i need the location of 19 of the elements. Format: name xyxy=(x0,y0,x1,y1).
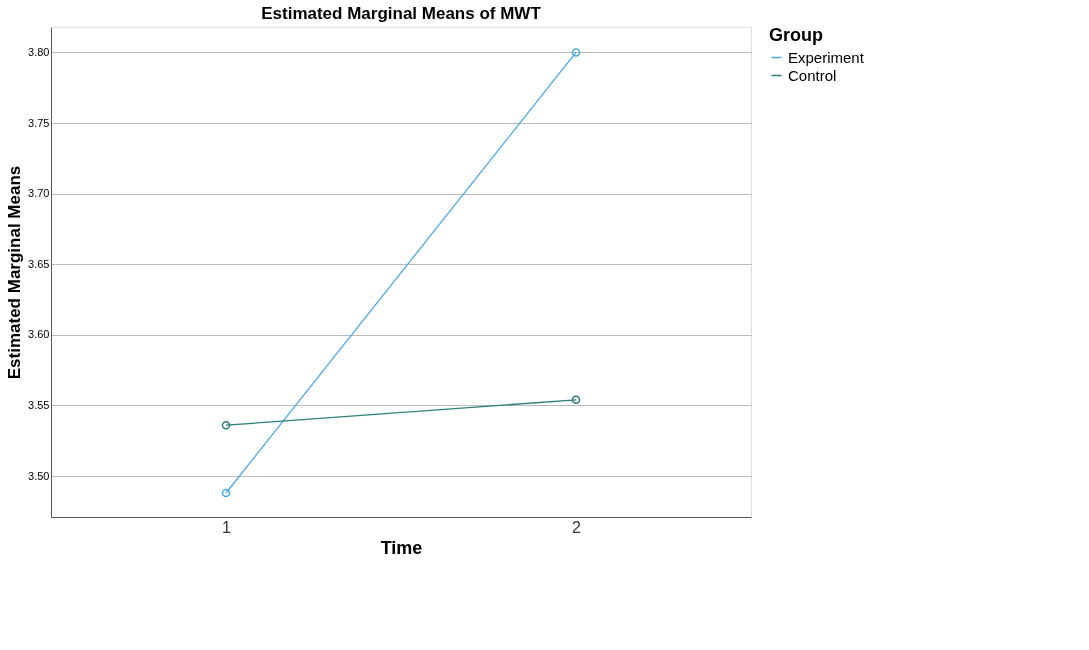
point xyxy=(571,48,581,57)
y-tick-label: 3.75 xyxy=(28,116,50,129)
y-tick-label: 3.55 xyxy=(28,398,50,411)
y-tick-label: 3.60 xyxy=(28,328,50,341)
point xyxy=(221,488,231,498)
legend-label: Control xyxy=(788,66,837,84)
point xyxy=(221,420,231,430)
point xyxy=(571,395,581,405)
y-tick-label: 3.65 xyxy=(28,257,50,270)
y-tick-label: 3.80 xyxy=(28,45,50,58)
legend-label: Experiment xyxy=(788,48,865,66)
x-axis-title: Time xyxy=(380,537,423,558)
x-tick-label: 1 xyxy=(222,518,232,536)
y-tick-label: 3.70 xyxy=(28,187,50,200)
y-axis-title: Estimated Marginal Means xyxy=(5,165,25,380)
legend-title: Group xyxy=(769,25,823,45)
x-tick-label: 2 xyxy=(572,518,582,536)
y-tick-label: 3.50 xyxy=(28,469,50,482)
chart-title: Estimated Marginal Means of MWT xyxy=(261,4,542,23)
